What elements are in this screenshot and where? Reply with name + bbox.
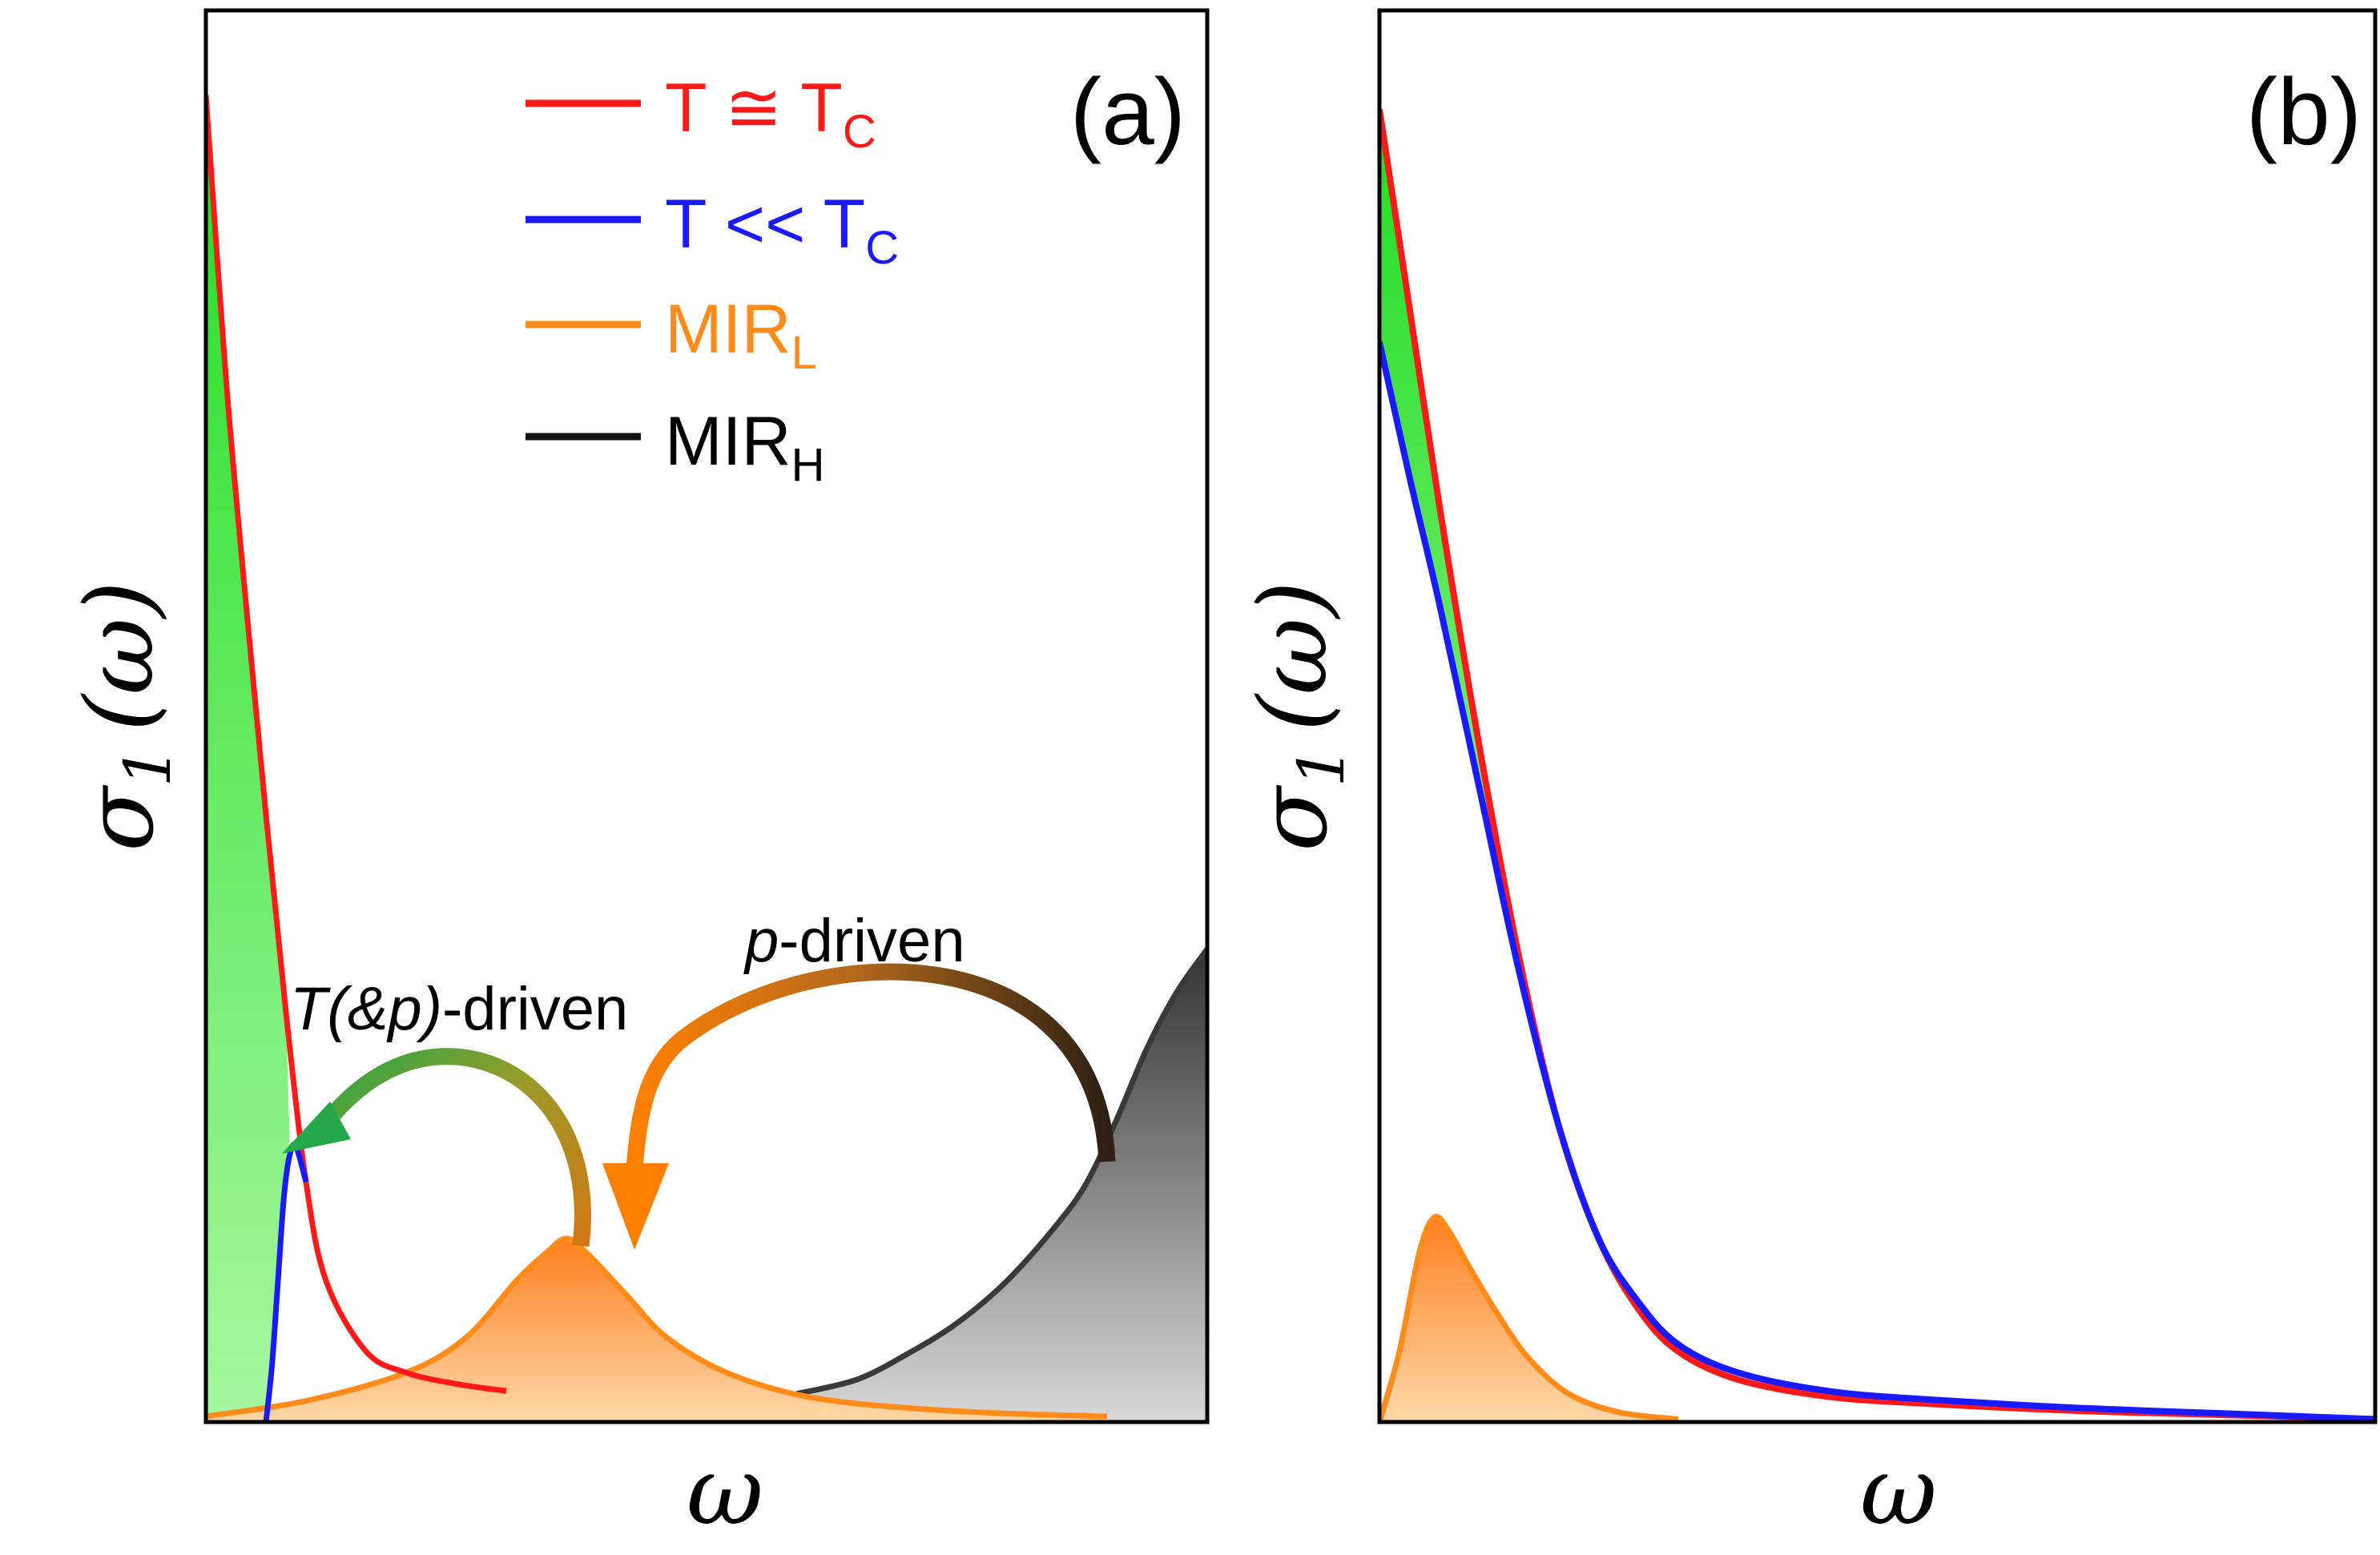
legend-text-mir-h: MIR bbox=[665, 403, 791, 480]
legend-sub-mir-h: H bbox=[791, 439, 825, 491]
green-fill-b bbox=[1379, 109, 1599, 1239]
y-axis-sigma-b: σ bbox=[1238, 784, 1348, 852]
y-axis-label-b: σ1 (ω) bbox=[1238, 581, 1359, 852]
panel-label-b: (b) bbox=[2246, 59, 2362, 165]
mir-h-line bbox=[795, 947, 1207, 1397]
legend-text-t-below-tc: T << T bbox=[665, 186, 865, 263]
t-below-tc-line-b bbox=[1379, 341, 2375, 1422]
x-axis-label-a: ω bbox=[687, 1436, 763, 1546]
y-axis-sub-a: 1 bbox=[111, 746, 185, 787]
annotation-p-driven: p-driven bbox=[743, 907, 965, 975]
y-axis-arg-a: (ω) bbox=[64, 581, 175, 731]
annotation-t-driven: T(&p)-driven bbox=[290, 975, 628, 1043]
y-axis-sub-b: 1 bbox=[1284, 746, 1359, 787]
mir-l-fill-b bbox=[1379, 1216, 1678, 1422]
mir-h-fill bbox=[796, 949, 1207, 1422]
plot-frame-a bbox=[203, 8, 1210, 1424]
legend: T ≅ TC T << TC MIRL MIRH bbox=[526, 70, 899, 491]
legend-item-t-near-tc: T ≅ TC bbox=[526, 70, 876, 158]
annotation-t-driven-italic: T(&p) bbox=[290, 975, 442, 1043]
legend-item-mir-l: MIRL bbox=[526, 291, 817, 379]
plot-frame-b bbox=[1377, 8, 2378, 1424]
y-axis-sigma-a: σ bbox=[64, 784, 175, 852]
p-driven-arrow bbox=[602, 963, 1116, 1250]
svg-text:MIRH: MIRH bbox=[665, 403, 825, 491]
panel-label-a: (a) bbox=[1070, 59, 1186, 165]
svg-text:T ≅ TC: T ≅ TC bbox=[665, 70, 876, 158]
svg-text:MIRL: MIRL bbox=[665, 291, 817, 379]
t-driven-arrow bbox=[282, 1048, 591, 1247]
legend-text-t-near-tc: T ≅ T bbox=[665, 70, 843, 147]
legend-item-mir-h: MIRH bbox=[526, 403, 825, 491]
t-near-tc-line-b bbox=[1379, 108, 2375, 1422]
legend-sub-mir-l: L bbox=[791, 327, 817, 379]
svg-text:T << TC: T << TC bbox=[665, 186, 899, 274]
y-axis-arg-b: (ω) bbox=[1238, 581, 1348, 731]
t-near-tc-line-a bbox=[206, 95, 507, 1394]
annotation-t-driven-rest: -driven bbox=[442, 975, 628, 1043]
mir-l-line-b bbox=[1379, 1214, 1679, 1422]
green-fill-a bbox=[206, 95, 290, 1422]
panel-a: (a) T ≅ TC T << TC MIRL bbox=[64, 8, 1210, 1546]
legend-sub-t-below-tc: C bbox=[865, 222, 899, 274]
x-axis-label-b: ω bbox=[1860, 1436, 1937, 1546]
annotation-p-driven-rest: -driven bbox=[779, 907, 964, 975]
legend-text-mir-l: MIR bbox=[665, 291, 791, 368]
legend-item-t-below-tc: T << TC bbox=[526, 186, 899, 274]
y-axis-label-a: σ1 (ω) bbox=[64, 581, 185, 852]
legend-sub-t-near-tc: C bbox=[843, 106, 876, 158]
panel-b: (b) ω σ1 (ω) bbox=[1238, 8, 2378, 1546]
annotation-p-driven-italic: p bbox=[743, 907, 779, 975]
